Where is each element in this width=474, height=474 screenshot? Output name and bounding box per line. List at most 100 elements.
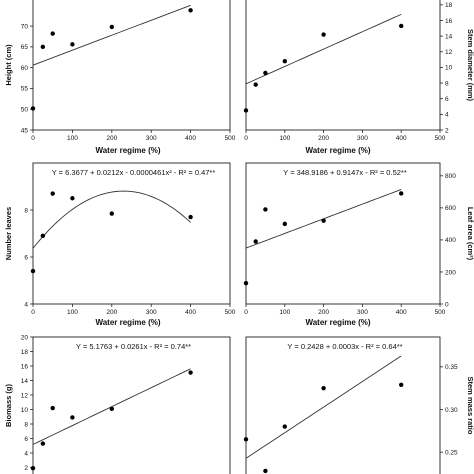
y-tick-label: 45 bbox=[21, 127, 29, 134]
data-point bbox=[188, 370, 193, 375]
x-tick-label: 100 bbox=[279, 135, 290, 142]
regression-equation: Y = 348.9186 + 0.9147x - R² = 0.52** bbox=[283, 168, 407, 177]
y-tick-label: 8 bbox=[24, 207, 28, 214]
y-tick-label: 20 bbox=[21, 334, 29, 341]
y-tick-label: 70 bbox=[21, 23, 29, 30]
data-point bbox=[30, 466, 36, 471]
data-point bbox=[70, 42, 75, 47]
panel-stem-mass-ratio: 0.25 0.30 0.35 Stem mass ratio Y = 0.2428 + … bbox=[243, 336, 474, 474]
y-tick-label: 600 bbox=[445, 205, 456, 212]
x-tick-label: 500 bbox=[435, 135, 446, 142]
data-point bbox=[40, 441, 46, 446]
x-tick-label: 0 bbox=[31, 309, 35, 316]
data-point bbox=[263, 207, 268, 212]
y-tick-label: 12 bbox=[445, 49, 453, 56]
data-point bbox=[70, 415, 75, 420]
y-tick-label: 12 bbox=[21, 392, 29, 399]
y-tick-label: 18 bbox=[21, 349, 29, 356]
fit-line bbox=[32, 4, 191, 66]
data-point bbox=[399, 23, 404, 29]
x-axis-label: Water regime (%) bbox=[305, 146, 370, 155]
y-tick-label: 200 bbox=[445, 269, 456, 276]
y-tick-label: 16 bbox=[21, 363, 29, 370]
data-point bbox=[243, 437, 249, 442]
data-point bbox=[40, 233, 46, 239]
data-point bbox=[282, 58, 287, 64]
y-tick-label: 2 bbox=[445, 127, 449, 134]
data-point bbox=[50, 405, 55, 411]
x-tick-label: 400 bbox=[396, 309, 407, 316]
panel-number-leaves: 4 6 8 0 100 200 300 400 500 Number leaves Water re… bbox=[4, 162, 236, 327]
data-point bbox=[282, 221, 287, 227]
y-tick-label: 400 bbox=[445, 237, 456, 244]
x-tick-label: 0 bbox=[31, 135, 35, 142]
y-axis-label: Stem diameter (mm) bbox=[466, 29, 474, 102]
x-tick-label: 100 bbox=[67, 135, 78, 142]
fit-line bbox=[245, 355, 402, 459]
x-tick-label: 300 bbox=[357, 135, 368, 142]
data-point bbox=[263, 468, 268, 474]
x-tick-label: 200 bbox=[318, 309, 329, 316]
data-point bbox=[109, 24, 115, 30]
y-axis-label: Leaf area (cm²) bbox=[466, 207, 474, 261]
x-tick-label: 400 bbox=[185, 135, 196, 142]
x-tick-label: 400 bbox=[185, 309, 196, 316]
data-point bbox=[70, 196, 75, 201]
data-point bbox=[243, 280, 249, 286]
y-axis-label: Stem mass ratio bbox=[466, 377, 474, 435]
data-point bbox=[188, 214, 193, 220]
x-tick-label: 0 bbox=[244, 135, 248, 142]
plot-frame bbox=[32, 0, 231, 131]
y-tick-label: 0.30 bbox=[445, 407, 458, 414]
data-point bbox=[188, 8, 193, 13]
regression-equation: Y = 6.3677 + 0.0212x - 0.0000461x² - R² … bbox=[52, 168, 216, 177]
x-tick-label: 200 bbox=[318, 135, 329, 142]
y-tick-label: 4 bbox=[24, 450, 28, 457]
plot-frame bbox=[32, 336, 231, 474]
x-tick-label: 300 bbox=[146, 309, 157, 316]
data-point bbox=[253, 239, 258, 244]
data-point bbox=[263, 70, 268, 76]
y-tick-label: 4 bbox=[445, 112, 449, 119]
data-point bbox=[243, 108, 249, 113]
y-axis-label: Number leaves bbox=[4, 207, 13, 260]
fit-line bbox=[245, 13, 402, 85]
data-point bbox=[109, 211, 115, 216]
data-point bbox=[50, 191, 55, 196]
y-tick-label: 6 bbox=[445, 96, 449, 103]
panel-leaf-area: 0 200 400 600 800 0 100 200 300 400 500 Leaf area (… bbox=[243, 162, 474, 327]
x-axis-label: Water regime (%) bbox=[95, 146, 160, 155]
fit-line bbox=[32, 190, 191, 249]
data-point bbox=[109, 406, 115, 411]
x-tick-label: 500 bbox=[225, 309, 236, 316]
y-tick-label: 60 bbox=[21, 65, 29, 72]
data-point bbox=[321, 218, 326, 223]
y-tick-label: 50 bbox=[21, 107, 29, 114]
y-tick-label: 0.35 bbox=[445, 364, 458, 371]
panel-biomass: 2 4 6 8 10 12 14 16 18 20 Biomass (g) Y = 5.1763 + … bbox=[4, 334, 231, 474]
regression-equation: Y = 5.1763 + 0.0261x - R² = 0.74** bbox=[76, 342, 191, 351]
x-tick-label: 100 bbox=[67, 309, 78, 316]
x-tick-label: 500 bbox=[225, 135, 236, 142]
x-tick-label: 100 bbox=[279, 309, 290, 316]
data-point bbox=[399, 382, 404, 387]
data-point bbox=[40, 44, 46, 50]
x-tick-label: 300 bbox=[357, 309, 368, 316]
data-point bbox=[282, 424, 287, 429]
y-tick-label: 55 bbox=[21, 86, 29, 93]
data-point bbox=[50, 31, 55, 36]
y-tick-label: 0 bbox=[445, 301, 449, 308]
y-tick-label: 2 bbox=[24, 465, 28, 472]
panel-height: 45 50 55 60 65 70 0 100 200 300 400 500 Height (cm) W… bbox=[4, 0, 236, 155]
y-tick-label: 65 bbox=[21, 44, 29, 51]
y-tick-label: 10 bbox=[21, 407, 29, 414]
data-point bbox=[399, 191, 404, 196]
y-tick-label: 10 bbox=[445, 65, 453, 72]
y-tick-label: 8 bbox=[445, 80, 449, 87]
x-tick-label: 0 bbox=[244, 309, 248, 316]
data-point bbox=[30, 268, 36, 274]
y-tick-label: 14 bbox=[445, 33, 453, 40]
plot-frame bbox=[245, 162, 441, 305]
x-axis-label: Water regime (%) bbox=[95, 318, 160, 327]
